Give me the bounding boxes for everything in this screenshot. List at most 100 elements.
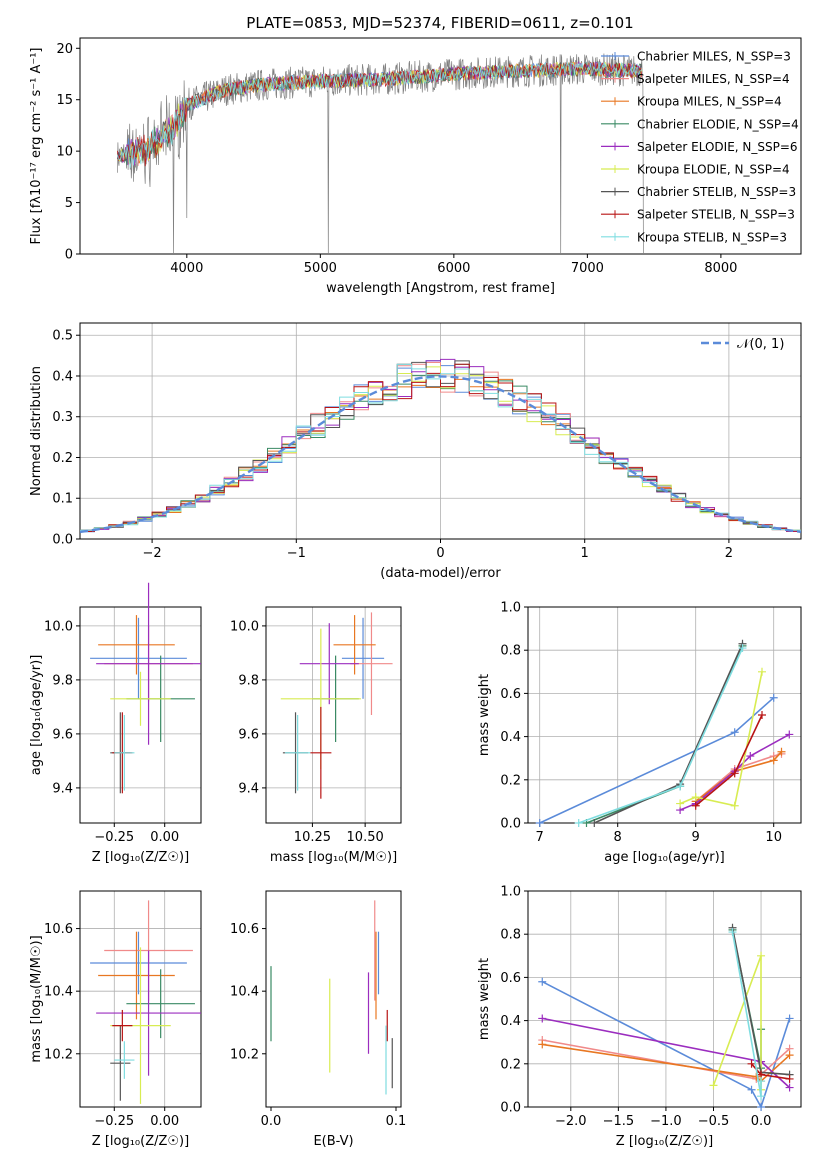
Z_age-axes: −0.25 0.00 9.4 9.6 9.8 10.0 Z [log₁₀(Z/Z☉)] age… [29, 606, 202, 865]
y-tick-label: 0.0 [500, 1101, 521, 1116]
spectrum-lines [117, 53, 644, 254]
weight-point-marker [538, 1040, 547, 1049]
x-tick-label: 0 [436, 546, 444, 561]
y-axis-label: mass weight [477, 674, 492, 756]
y-tick-label: 0.2 [500, 773, 521, 788]
weight-point-marker [747, 1059, 756, 1068]
weight-point-marker [676, 799, 685, 808]
hist-lines [80, 358, 801, 534]
y-tick-label: 0.2 [52, 451, 73, 466]
legend-label: 𝒩(0, 1) [737, 337, 784, 352]
y-tick-label: 0.4 [500, 1014, 521, 1029]
x-tick-label: 8000 [704, 261, 737, 276]
x-tick-label: −0.25 [94, 1114, 134, 1129]
y-tick-label: 0.8 [500, 644, 521, 659]
weight-point-marker [538, 1014, 547, 1023]
y-tick-label: 10.4 [230, 985, 259, 1000]
weight-point-marker [785, 1083, 794, 1092]
weight-series-line [593, 643, 744, 824]
y-tick-label: 0.6 [500, 971, 521, 986]
y-axis-label: Normed distribution [29, 366, 44, 496]
Z_mass-errorbars [90, 900, 201, 1104]
weight-series-line [679, 671, 763, 807]
plot-frame [79, 37, 802, 255]
x-axis-label: E(B-V) [313, 1134, 353, 1149]
y-tick-label: 1.0 [500, 601, 521, 616]
weight-point-marker [777, 747, 786, 756]
y-tick-label: 9.8 [238, 673, 259, 688]
weight-series-line [586, 645, 744, 824]
Z_weight-axes: −2.0 −1.5 −1.0 −0.5 0.0 0.0 0.2 0.4 0.6 0.8 1.0 Z [… [477, 885, 802, 1149]
weight-point-marker [738, 644, 747, 653]
x-tick-label: 0.1 [386, 1114, 407, 1129]
legend-label: Salpeter STELIB, N_SSP=3 [637, 208, 795, 222]
x-tick-label: 0.0 [751, 1114, 772, 1129]
y-tick-label: 0.6 [500, 687, 521, 702]
plot-frame [79, 322, 802, 540]
x-axis-label: Z [log₁₀(Z/Z☉)] [92, 1134, 189, 1149]
x-axis-label: (data-model)/error [380, 566, 501, 581]
y-tick-label: 10.2 [44, 1047, 73, 1062]
age_weight-lines [535, 639, 794, 827]
mass_age-errorbars [280, 612, 393, 799]
y-tick-label: 15 [56, 93, 73, 108]
weight-point-marker [691, 793, 700, 802]
Z_age-errorbars [90, 582, 201, 794]
weight-point-marker [785, 730, 794, 739]
y-tick-label: 9.4 [52, 781, 73, 796]
weight-point-marker [676, 782, 685, 791]
weight-point-marker [730, 801, 739, 810]
age_weight-axes: 7 8 9 10 0.0 0.2 0.4 0.6 0.8 1.0 age [log₁₀(age/yr… [477, 601, 802, 865]
y-axis-label: Flux [fλ10⁻¹⁷ erg cm⁻² s⁻¹ A⁻¹] [29, 48, 44, 245]
y-axis-label: mass weight [477, 958, 492, 1040]
figure-title: PLATE=0853, MJD=52374, FIBERID=0611, z=0… [246, 14, 633, 32]
x-axis-label: mass [log₁₀(M/M☉)] [270, 850, 397, 865]
x-tick-label: −1.5 [603, 1114, 635, 1129]
weight-point-marker [758, 711, 766, 719]
plot-frame [265, 890, 402, 1108]
ebv_mass-axes: 0.0 0.1 10.2 10.4 10.6 E(B-V) [230, 890, 407, 1149]
x-tick-label: 6000 [437, 261, 470, 276]
y-tick-label: 0.4 [500, 730, 521, 745]
weight-point-marker [590, 819, 599, 827]
y-tick-label: 0.5 [52, 329, 73, 344]
weight-point-marker [574, 819, 583, 827]
weight-point-marker [730, 769, 739, 778]
x-tick-label: 4000 [170, 261, 203, 276]
plot-frame [79, 606, 202, 824]
x-tick-label: 10.50 [347, 830, 384, 845]
weight-point-marker [757, 1077, 766, 1086]
x-tick-label: 0.0 [261, 1114, 282, 1129]
x-tick-label: 0.00 [150, 1114, 179, 1129]
Z_weight-lines [538, 923, 794, 1111]
weight-point-marker [728, 928, 737, 937]
weight-point-marker [538, 977, 547, 986]
y-tick-label: 9.8 [52, 673, 73, 688]
weight-series-line [578, 647, 744, 824]
spectrum-axes: 4000 5000 6000 7000 8000 0 5 10 15 20 wavelength [… [29, 37, 802, 296]
spectrum-legend: Chabrier MILES, N_SSP=3 Salpeter MILES, N… [601, 50, 799, 244]
plot-frame [265, 606, 402, 824]
y-tick-label: 10.0 [230, 619, 259, 634]
legend-label: Chabrier ELODIE, N_SSP=4 [637, 117, 799, 131]
y-axis-label: age [log₁₀(age/yr)] [29, 655, 44, 776]
y-tick-label: 10.2 [230, 1047, 259, 1062]
x-axis-label: Z [log₁₀(Z/Z☉)] [616, 1134, 713, 1149]
y-tick-label: 0.8 [500, 928, 521, 943]
weight-point-marker [757, 1092, 766, 1101]
y-tick-label: 5 [65, 196, 73, 211]
plot-frame [79, 890, 202, 1108]
weight-point-marker [769, 756, 778, 765]
x-tick-label: 10.25 [294, 830, 331, 845]
weight-point-marker [747, 1085, 756, 1094]
normal-curve [80, 375, 801, 534]
weight-point-marker [730, 728, 739, 737]
y-tick-label: 0.0 [500, 817, 521, 832]
weight-point-marker [746, 752, 755, 761]
y-tick-label: 0.4 [52, 369, 73, 384]
x-tick-label: 0.00 [150, 830, 179, 845]
x-axis-label: wavelength [Angstrom, rest frame] [326, 281, 555, 296]
y-tick-label: 9.6 [52, 727, 73, 742]
y-tick-label: 20 [56, 42, 73, 57]
legend-label: Kroupa STELIB, N_SSP=3 [637, 230, 787, 244]
